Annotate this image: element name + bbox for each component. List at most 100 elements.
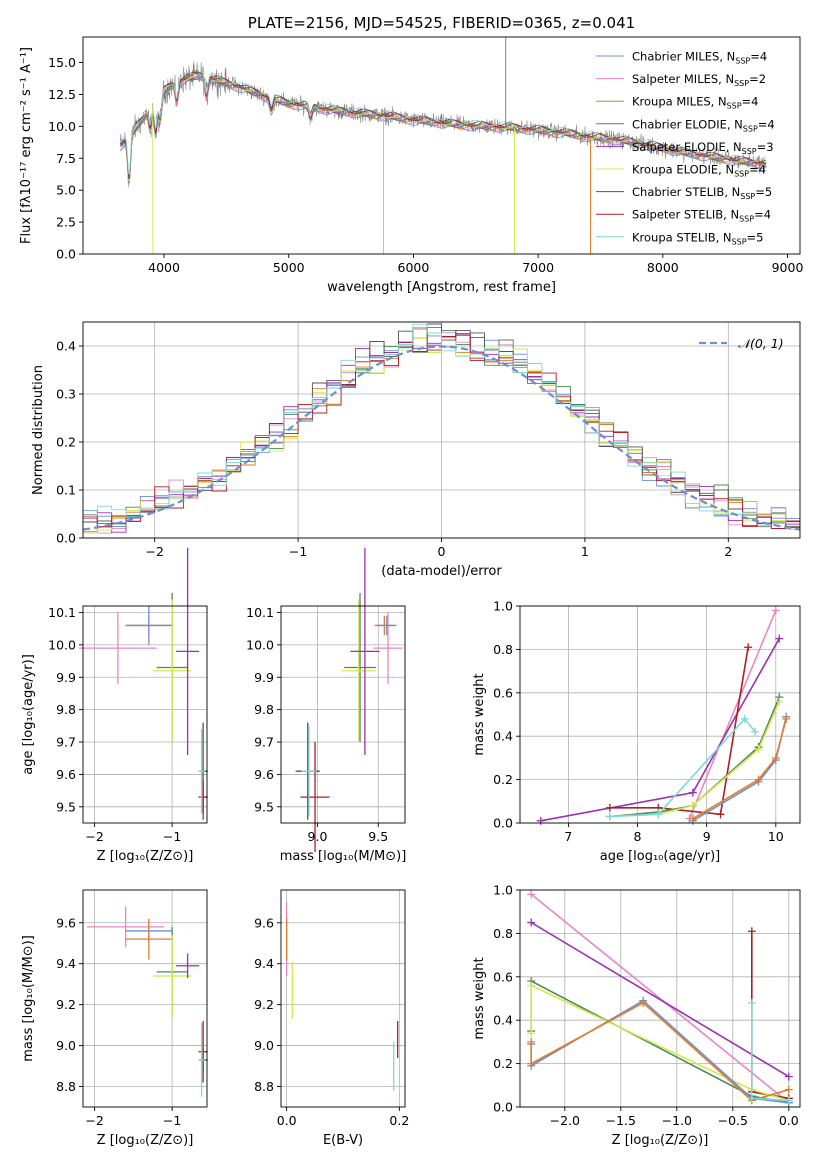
weight-point-salpeter_stelib xyxy=(744,643,753,652)
x-tick-label: 0.0 xyxy=(779,1113,799,1128)
axes-frame xyxy=(280,889,406,1108)
panel-mass-vs-Z: −2 −1 8.8 9.0 9.2 9.4 9.6 Z [log₁₀(Z/Z⊙)] mass [… xyxy=(21,889,208,1148)
y-tick-label: 9.6 xyxy=(254,767,274,782)
legend-label-part: =4 xyxy=(750,50,767,64)
y-axis-label: Flux [fλ10⁻¹⁷ erg cm⁻² s⁻¹ A⁻¹] xyxy=(19,47,34,244)
y-tick-label: 15.0 xyxy=(48,55,76,70)
y-tick-label: 0.8 xyxy=(493,642,513,657)
weight-point-kroupa_miles xyxy=(639,998,648,1007)
weight-point-kroupa_miles xyxy=(782,714,791,723)
legend-label-part: =4 xyxy=(742,95,759,109)
x-tick-label: 9.0 xyxy=(308,829,328,844)
panel-mass-vs-ebv: 0.0 0.2 8.8 9.0 9.2 9.4 9.6 E(B-V) xyxy=(254,889,409,1148)
y-tick-label: 9.5 xyxy=(254,799,274,814)
panel-residuals: 𝒩(0, 1) −2 −1 0 1 2 0.0 0.1 0.2 0.3 0.4 (data-model… xyxy=(31,321,801,579)
weight-line-salpeter_elodie xyxy=(530,921,790,1078)
panel-weight-vs-age: 7 8 9 10 0.0 0.2 0.4 0.6 0.8 1.0 age [log₁₀(age/yr… xyxy=(472,599,801,864)
y-tick-label: 0.2 xyxy=(493,1056,513,1071)
legend-label-subscript: SSP xyxy=(734,79,749,88)
weight-line-kroupa_miles xyxy=(692,718,787,820)
axes-frame xyxy=(280,605,406,824)
y-tick-label: 9.6 xyxy=(56,767,76,782)
y-tick-label: 0.4 xyxy=(493,1013,513,1028)
legend-label-part: Chabrier MILES, N xyxy=(632,50,735,64)
y-tick-label: 9.8 xyxy=(56,702,76,717)
weight-point-kroupa_stelib xyxy=(740,714,749,723)
y-tick-label: 7.5 xyxy=(56,151,76,166)
model-spectrum-salpeter_stelib xyxy=(120,72,767,177)
plot-area-residuals xyxy=(82,323,801,534)
normal-curve-line xyxy=(82,345,801,531)
plot-area-weight-vs-Z xyxy=(527,890,793,1107)
weight-point-kroupa_elodie xyxy=(775,697,784,706)
y-tick-label: 9.5 xyxy=(56,799,76,814)
x-tick-label: −2.0 xyxy=(550,1113,580,1128)
legend-label-part: Chabrier ELODIE, N xyxy=(632,117,743,131)
legend-label-part: =5 xyxy=(747,230,764,244)
x-axis-label: Z [log₁₀(Z/Z⊙)] xyxy=(97,849,194,864)
x-tick-label: 1 xyxy=(581,544,589,559)
weight-point-kroupa_stelib xyxy=(605,812,614,821)
x-axis-label: Z [log₁₀(Z/Z⊙)] xyxy=(97,1133,194,1148)
y-tick-label: 9.4 xyxy=(56,956,76,971)
x-axis-label: E(B-V) xyxy=(323,1133,363,1148)
legend-label-subscript: SSP xyxy=(727,102,742,111)
legend-label-normal: 𝒩(0, 1) xyxy=(738,336,784,351)
x-tick-label: 5000 xyxy=(273,260,305,275)
x-tick-label: 0.2 xyxy=(389,1113,409,1128)
x-axis-label: wavelength [Angstrom, rest frame] xyxy=(327,280,556,295)
weight-point-salpeter_elodie xyxy=(688,788,697,797)
observed-spectrum-line xyxy=(120,61,767,188)
x-tick-label: 0 xyxy=(438,544,446,559)
y-tick-label: 8.8 xyxy=(254,1079,274,1094)
y-tick-label: 9.7 xyxy=(254,735,274,750)
axes-frame xyxy=(82,36,801,255)
y-tick-label: 5.0 xyxy=(56,183,76,198)
weight-point-kroupa_miles xyxy=(527,1059,536,1068)
plot-area-weight-vs-age xyxy=(536,606,791,825)
axes-frame xyxy=(82,605,208,824)
legend-label-subscript: SSP xyxy=(739,215,754,224)
legend-label-subscript: SSP xyxy=(734,170,749,179)
weight-point-kroupa_stelib xyxy=(784,1096,793,1105)
y-axis-label: age [log₁₀(age/yr)] xyxy=(21,654,36,775)
legend-label-subscript: SSP xyxy=(740,192,755,201)
legend-label-part: =4 xyxy=(758,117,775,131)
x-tick-label: −1 xyxy=(289,544,307,559)
y-tick-label: 9.0 xyxy=(254,1038,274,1053)
weight-line-salpeter_miles xyxy=(530,893,790,1104)
x-tick-label: 7000 xyxy=(522,260,554,275)
weight-point-salpeter_stelib xyxy=(605,803,614,812)
y-tick-label: 9.4 xyxy=(254,956,274,971)
y-tick-label: 10.1 xyxy=(246,605,274,620)
y-tick-label: 9.0 xyxy=(56,1038,76,1053)
weight-point-kroupa_elodie xyxy=(527,981,536,990)
weight-point-salpeter_elodie xyxy=(536,816,545,825)
weight-point-kroupa_elodie xyxy=(754,745,763,754)
x-tick-label: 6000 xyxy=(398,260,430,275)
y-tick-label: 0.2 xyxy=(493,772,513,787)
plot-area-mass-vs-Z xyxy=(86,906,208,1097)
legend-label-subscript: SSP xyxy=(743,124,758,133)
legend-label-kroupa_stelib: Kroupa STELIB, NSSP=5 xyxy=(632,230,763,246)
axes-frame xyxy=(519,889,801,1108)
weight-point-salpeter_elodie xyxy=(527,918,536,927)
legend-label-part: Kroupa ELODIE, N xyxy=(632,163,734,177)
legend-label-subscript: SSP xyxy=(742,147,757,156)
y-tick-label: 0.4 xyxy=(493,729,513,744)
weight-point-salpeter_miles xyxy=(771,606,780,615)
legend-label-salpeter_stelib: Salpeter STELIB, NSSP=4 xyxy=(632,208,771,224)
y-tick-label: 9.9 xyxy=(254,670,274,685)
weight-point-salpeter_elodie xyxy=(784,1072,793,1081)
x-tick-label: 10 xyxy=(768,829,784,844)
y-axis-label: mass [log₁₀(M/M⊙)] xyxy=(21,935,36,1062)
weight-point-salpeter_elodie xyxy=(775,634,784,643)
x-tick-label: 4000 xyxy=(148,260,180,275)
y-tick-label: 0.8 xyxy=(493,926,513,941)
x-tick-label: 9 xyxy=(703,829,711,844)
y-axis-label: mass weight xyxy=(472,957,487,1039)
plot-area-spectrum xyxy=(120,37,767,254)
weight-point-salpeter_stelib xyxy=(716,810,725,819)
